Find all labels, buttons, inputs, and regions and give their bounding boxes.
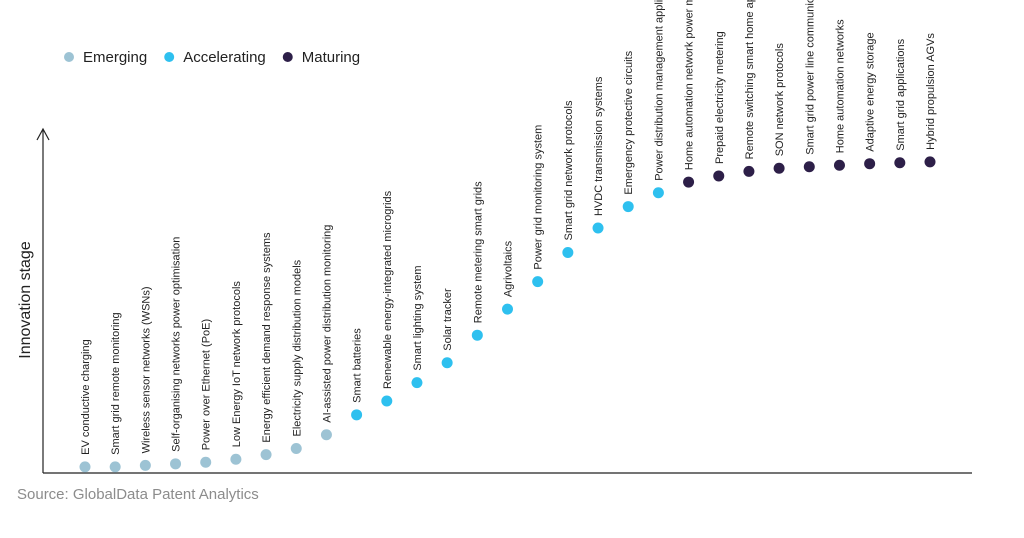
data-point-label: Smart batteries (352, 328, 364, 403)
legend-label-emerging: Emerging (83, 49, 147, 66)
data-point-label: Smart grid remote monitoring (110, 312, 122, 454)
data-point (502, 303, 513, 315)
data-point (652, 187, 664, 199)
data-point-label: Adaptive energy storage (865, 32, 877, 151)
data-point-label: Home automation networks (834, 19, 846, 153)
data-point-label: Low Energy IoT network protocols (231, 281, 243, 448)
data-point (109, 461, 121, 473)
legend-marker-accelerating (164, 52, 175, 62)
data-point-label: EV conductive charging (80, 339, 92, 455)
data-point-label: Renewable energy-integrated microgrids (382, 190, 394, 389)
data-point-label: AI-assisted power distribution monitorin… (321, 225, 333, 423)
legend-marker-emerging (64, 52, 74, 62)
data-point (924, 156, 936, 168)
data-point (230, 453, 242, 465)
data-point (773, 162, 785, 174)
data-point (351, 409, 363, 421)
data-point (713, 170, 725, 182)
data-point-label: Power over Ethernet (PoE) (201, 319, 213, 450)
legend-label-accelerating: Accelerating (183, 49, 266, 66)
source-note: Source: GlobalData Patent Analytics (17, 486, 259, 503)
data-point-label: Remote switching smart home applications (744, 0, 756, 159)
data-point (592, 222, 604, 234)
data-point-label: Solar tracker (442, 288, 454, 351)
data-point (562, 247, 574, 258)
data-point-label: Power grid monitoring system (533, 125, 545, 270)
data-point (290, 443, 302, 454)
data-point-label: Electricity supply distribution models (291, 259, 303, 436)
data-point (743, 165, 755, 177)
data-point (260, 449, 272, 461)
data-point-label: HVDC transmission systems (593, 76, 605, 216)
data-point (833, 159, 845, 171)
data-point-label: Smart grid applications (895, 38, 907, 150)
data-point (441, 357, 453, 369)
data-point (803, 161, 815, 173)
data-point (320, 429, 332, 441)
legend-label-maturing: Maturing (302, 49, 360, 66)
data-point (894, 157, 906, 169)
data-point-label: Emergency protective circuits (623, 50, 635, 194)
data-point-label: Remote metering smart grids (472, 181, 484, 323)
data-point (170, 458, 182, 470)
data-point (864, 158, 876, 170)
data-point-label: Prepaid electricity metering (714, 31, 726, 164)
data-point-label: Wireless sensor networks (WSNs) (140, 286, 152, 453)
data-point (79, 461, 91, 473)
data-point-label: Power distribution management applicatio… (653, 0, 665, 181)
data-point-label: Energy efficient demand response systems (261, 232, 273, 443)
data-point (683, 176, 695, 188)
data-point-label: Hybrid propulsion AGVs (925, 33, 937, 150)
data-point-label: Smart lighting system (412, 266, 424, 371)
y-axis-label: Innovation stage (17, 241, 34, 359)
legend: Emerging Accelerating Maturing (64, 49, 360, 66)
y-axis-arrow-icon (36, 127, 50, 141)
axes: Innovation stage (17, 127, 972, 474)
data-point-label: Agrivoltaics (503, 240, 515, 297)
data-point (200, 456, 212, 468)
data-points: EV conductive charging Smart grid remote … (79, 0, 937, 473)
data-point-label: Self-organising networks power optimisat… (171, 237, 183, 452)
data-point-label: Home automation network power management (684, 0, 696, 170)
data-point (381, 395, 393, 407)
data-point (622, 201, 634, 213)
data-point-label: Smart grid power line communication (804, 0, 816, 155)
data-point (411, 377, 423, 389)
data-point-label: Smart grid network protocols (563, 100, 575, 240)
data-point (139, 459, 151, 471)
data-point-label: SON network protocols (774, 43, 786, 157)
data-point (471, 329, 483, 341)
data-point (532, 276, 544, 288)
legend-marker-maturing (282, 52, 293, 62)
